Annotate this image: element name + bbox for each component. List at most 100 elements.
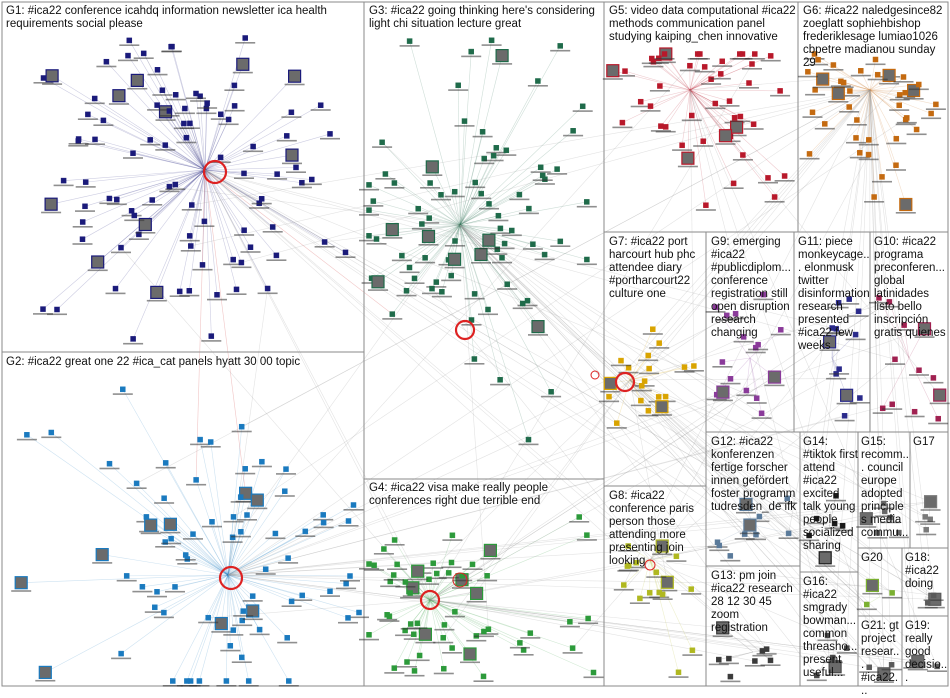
node-caption <box>85 143 105 145</box>
node-caption <box>846 339 866 341</box>
node-caption <box>382 318 402 320</box>
node-g4 <box>584 533 589 538</box>
node-g3 <box>372 276 384 288</box>
edge <box>460 225 918 661</box>
node-caption <box>930 403 950 405</box>
node-caption <box>154 617 174 619</box>
node-g3 <box>472 357 477 362</box>
node-g14 <box>819 552 831 564</box>
node-caption <box>250 634 270 636</box>
node-caption <box>642 63 662 65</box>
node-g9 <box>724 313 729 318</box>
node-caption <box>277 140 297 142</box>
node-g5 <box>607 65 619 77</box>
node-g3 <box>453 239 458 244</box>
node-caption <box>643 333 663 335</box>
node-g2 <box>231 628 236 633</box>
node-caption <box>859 159 879 161</box>
node-caption <box>520 637 540 639</box>
node-g6 <box>832 88 844 100</box>
node-caption <box>73 243 93 245</box>
node-caption <box>434 629 454 631</box>
node-g3 <box>494 145 499 150</box>
node-g4 <box>452 609 457 614</box>
node-caption <box>415 262 435 264</box>
node-caption <box>442 539 462 541</box>
node-g2 <box>161 610 166 615</box>
node-caption <box>320 595 340 597</box>
node-g6 <box>817 73 829 85</box>
node-caption <box>243 151 263 153</box>
node-g4 <box>517 640 522 645</box>
node-caption <box>379 620 399 622</box>
node-g5 <box>648 104 653 109</box>
node-g5 <box>731 181 736 186</box>
node-caption <box>445 267 465 269</box>
node-g6 <box>854 135 859 140</box>
node-g9 <box>713 305 718 310</box>
node-g20 <box>866 579 878 591</box>
node-caption <box>180 240 200 242</box>
node-g1 <box>188 244 193 249</box>
node-g10 <box>934 389 946 401</box>
node-caption <box>258 293 278 295</box>
node-g3 <box>580 104 585 109</box>
node-caption <box>655 58 675 60</box>
node-g2 <box>263 567 268 572</box>
node-g3 <box>449 253 461 265</box>
node-g4 <box>408 622 413 627</box>
node-g6 <box>875 72 880 77</box>
node-g8 <box>634 560 639 565</box>
node-caption <box>232 431 252 433</box>
node-caption <box>761 60 781 62</box>
node-g2 <box>206 615 211 620</box>
node-g3 <box>473 180 478 185</box>
node-g3 <box>526 437 531 442</box>
node-g1 <box>286 149 298 161</box>
node-caption <box>746 352 766 354</box>
node-g11 <box>842 413 847 418</box>
node-caption <box>183 538 203 540</box>
node-g1 <box>85 112 90 117</box>
node-g6 <box>900 199 912 211</box>
node-caption <box>445 196 465 198</box>
node-g1 <box>170 44 175 49</box>
node-caption <box>744 128 764 130</box>
node-caption <box>198 622 218 624</box>
node-g8 <box>674 554 679 559</box>
node-caption <box>156 119 176 121</box>
node-g13 <box>726 656 731 661</box>
node-g3 <box>491 153 496 158</box>
node-g12 <box>757 514 762 519</box>
node-caption <box>465 298 485 300</box>
node-g3 <box>517 192 522 197</box>
node-g3 <box>504 148 509 153</box>
node-g3 <box>479 191 484 196</box>
node-caption <box>798 76 818 78</box>
node-caption <box>889 109 909 111</box>
node-g9 <box>728 376 733 381</box>
node-caption <box>682 654 702 656</box>
node-caption <box>496 154 516 156</box>
node-g2 <box>107 461 112 466</box>
node-g8 <box>626 544 631 549</box>
node-g2 <box>183 553 188 558</box>
node-g4 <box>441 666 446 671</box>
node-g2 <box>321 512 326 517</box>
edge <box>817 655 829 675</box>
node-g6 <box>872 195 877 200</box>
node-caption <box>713 400 733 402</box>
node-caption <box>181 250 201 252</box>
node-caption <box>118 60 138 62</box>
node-g3 <box>434 280 439 285</box>
node-caption <box>233 72 253 74</box>
edge <box>196 170 205 480</box>
node-caption <box>100 468 120 470</box>
node-caption <box>142 204 162 206</box>
node-caption <box>600 391 620 393</box>
node-g3 <box>496 50 508 62</box>
node-g2 <box>243 466 248 471</box>
node-caption <box>739 87 759 89</box>
node-caption <box>631 106 651 108</box>
node-g2 <box>191 532 196 537</box>
